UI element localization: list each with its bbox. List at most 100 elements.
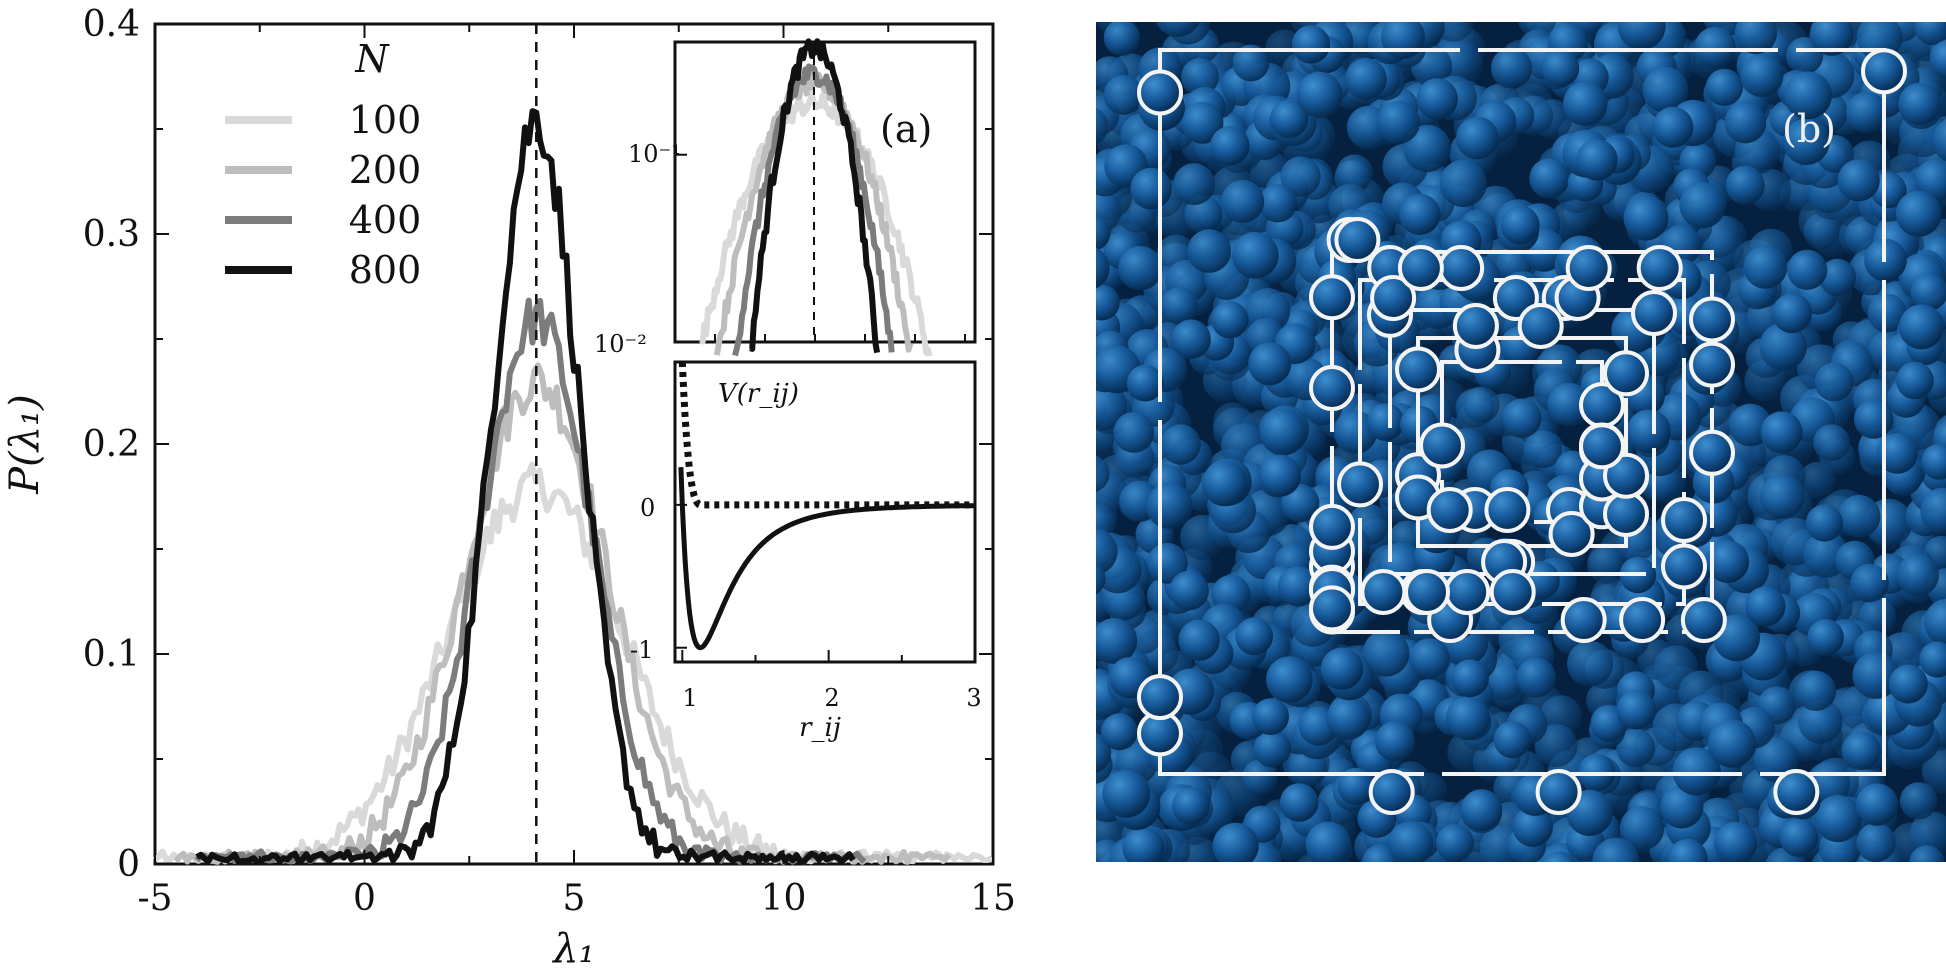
particle — [1451, 659, 1489, 698]
particle — [1679, 181, 1726, 229]
particle — [1113, 412, 1155, 453]
particle — [1642, 66, 1689, 113]
wca-potential-line — [678, 361, 975, 509]
particle — [1333, 410, 1378, 454]
particle — [1232, 232, 1279, 279]
particle — [1898, 82, 1941, 126]
particle — [1619, 806, 1665, 851]
particle — [1616, 728, 1656, 768]
particle — [1178, 619, 1220, 661]
particle — [1856, 822, 1896, 862]
particle — [1626, 409, 1671, 454]
particle — [1435, 823, 1474, 862]
legend-label-100: 100 — [349, 98, 422, 142]
particle — [1181, 57, 1219, 96]
potential-label: V(r_ij) — [718, 379, 799, 409]
particle-overlap — [1309, 503, 1355, 550]
particle — [1173, 163, 1216, 206]
particle-overlap — [1619, 597, 1666, 643]
particle — [1896, 554, 1939, 597]
panel-a-label: (a) — [880, 107, 932, 151]
particle-overlap — [1689, 429, 1735, 476]
particle — [1181, 102, 1224, 144]
particle — [1500, 205, 1540, 245]
particle — [1305, 821, 1352, 862]
particle — [1337, 767, 1375, 805]
particle-overlap — [1426, 487, 1473, 533]
particle — [1235, 617, 1274, 656]
particle — [1130, 167, 1172, 210]
particle — [1258, 454, 1302, 497]
particle — [1100, 713, 1138, 751]
particle-overlap — [1773, 769, 1820, 815]
particle — [1895, 190, 1942, 237]
particle — [1279, 783, 1319, 822]
particle — [1403, 124, 1451, 173]
particle — [1502, 398, 1542, 438]
particle — [1759, 322, 1807, 371]
particle — [1745, 586, 1786, 627]
particle-overlap — [1438, 245, 1485, 291]
legend-label-200: 200 — [349, 148, 422, 192]
particle — [1160, 424, 1201, 465]
particle — [1672, 747, 1721, 796]
particle — [1187, 229, 1231, 273]
particle — [1096, 528, 1118, 575]
particle — [1877, 433, 1918, 474]
particle — [1779, 818, 1819, 857]
inset-potential-ytick-0: 0 — [640, 494, 655, 522]
particle-overlap — [1631, 290, 1677, 336]
particle — [1242, 759, 1278, 796]
series-line-800 — [195, 108, 856, 865]
particle-overlap — [1636, 245, 1683, 291]
particle — [1399, 193, 1441, 235]
inset-potential-ytick-minus1: -1 — [630, 636, 653, 664]
particle — [1783, 118, 1830, 165]
particle — [1567, 640, 1613, 687]
particle-overlap — [1680, 597, 1727, 643]
particle — [1740, 53, 1784, 97]
particle — [1547, 382, 1591, 427]
particle-overlap — [1309, 274, 1355, 321]
particle — [1490, 47, 1533, 89]
particle-overlap — [1861, 48, 1907, 95]
particle-overlap — [1661, 497, 1707, 543]
x-axis-label: λ₁ — [551, 926, 594, 968]
particle — [1202, 460, 1248, 507]
particle — [1705, 68, 1743, 106]
particle — [1921, 443, 1946, 480]
particle — [1919, 641, 1946, 678]
particle — [1096, 247, 1110, 289]
main-ticks — [154, 23, 994, 865]
particle — [1576, 139, 1618, 181]
particle-overlap — [1517, 303, 1564, 349]
particle — [1929, 39, 1946, 79]
y-axis-label: P(λ₁) — [2, 394, 48, 495]
inset-potential-xlabel: r_ij — [799, 713, 841, 743]
particle — [1253, 730, 1292, 768]
particle — [1096, 107, 1109, 146]
particle — [1096, 284, 1120, 321]
particle — [1252, 698, 1289, 735]
particle — [1814, 795, 1862, 843]
particle — [1147, 542, 1188, 584]
particle — [1542, 851, 1577, 862]
particle-overlap — [1337, 461, 1383, 508]
particle-overlap — [1395, 346, 1441, 393]
particle-overlap — [1137, 674, 1183, 721]
particle — [1805, 504, 1843, 542]
particle — [1523, 430, 1562, 469]
particle — [1850, 563, 1889, 603]
particle — [1888, 664, 1928, 704]
particle — [1617, 22, 1666, 50]
particle-overlap — [1309, 585, 1355, 632]
particle-overlap — [1535, 769, 1582, 815]
particle — [1841, 731, 1881, 771]
particle — [1210, 126, 1250, 166]
particle — [1456, 116, 1499, 160]
subsystem-box — [1158, 48, 1886, 776]
particle — [1853, 399, 1894, 439]
inset-potential-xtick-3: 3 — [966, 684, 981, 712]
particle — [1463, 386, 1500, 423]
